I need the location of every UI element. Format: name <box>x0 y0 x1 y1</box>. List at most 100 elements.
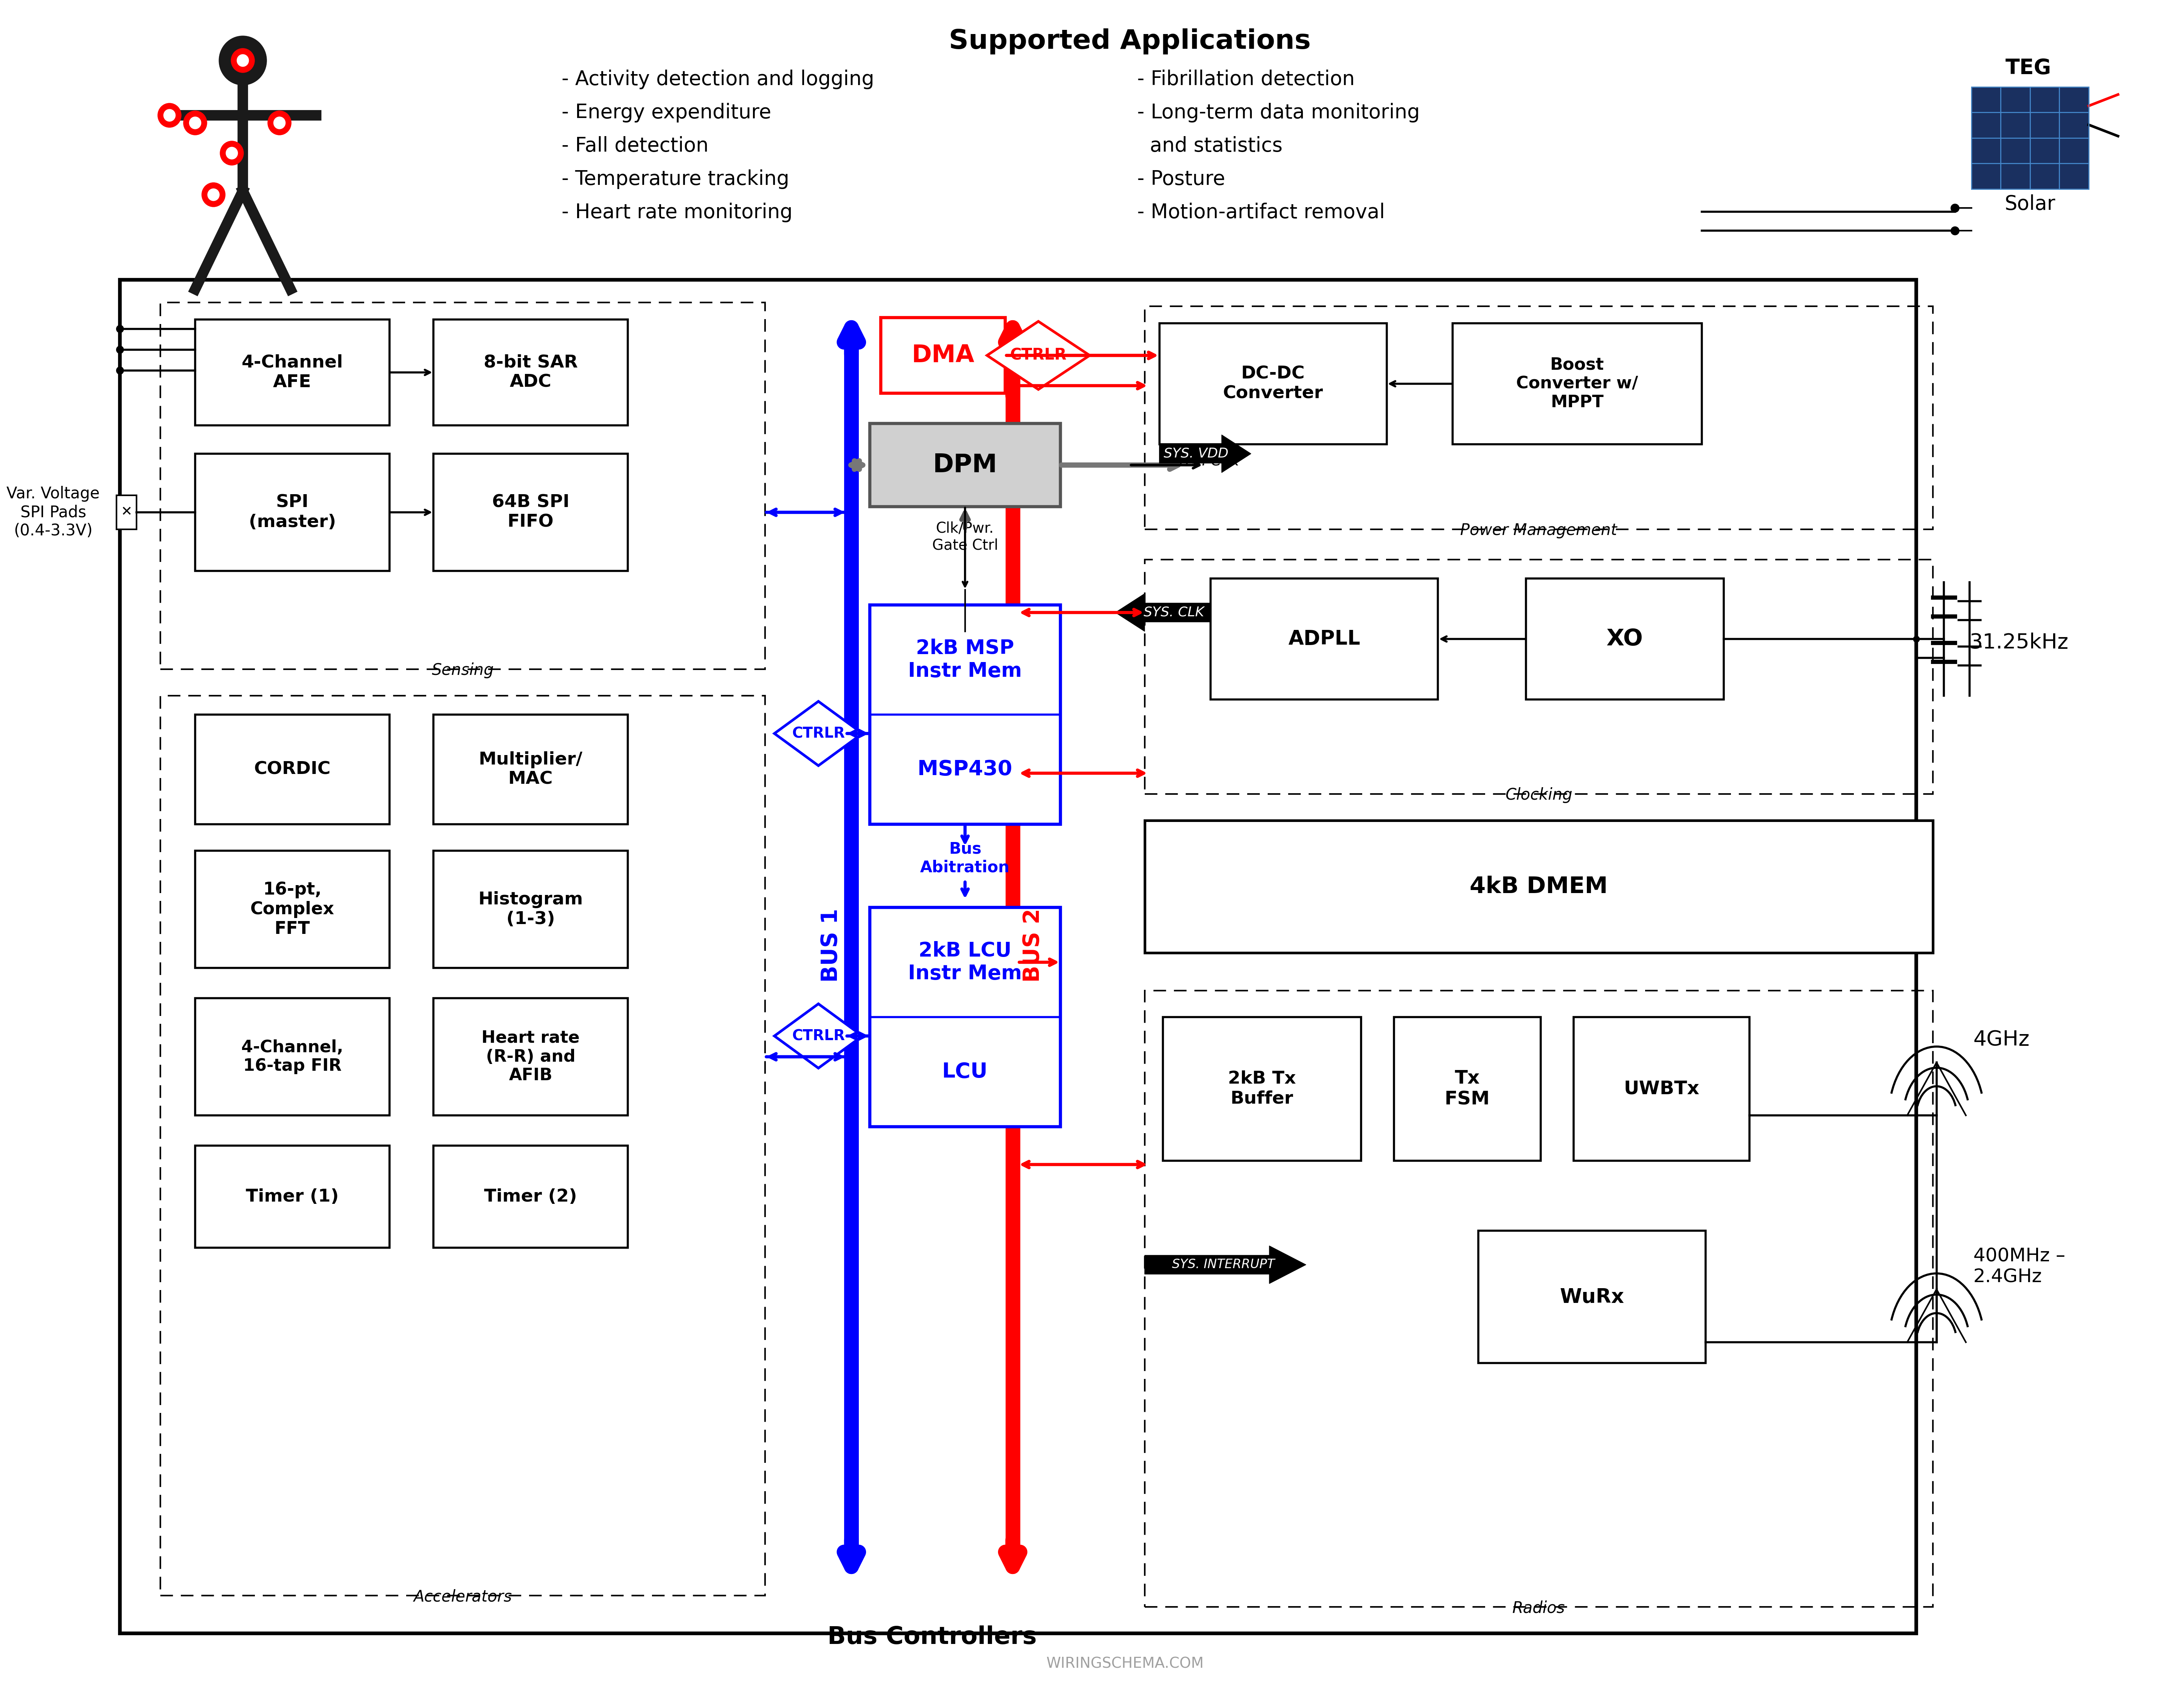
Text: Var. Voltage
SPI Pads
(0.4-3.3V): Var. Voltage SPI Pads (0.4-3.3V) <box>7 486 100 538</box>
Polygon shape <box>1144 1246 1306 1284</box>
Text: 16-pt,
Complex
FFT: 16-pt, Complex FFT <box>251 881 334 938</box>
Text: Heart rate
(R-R) and
AFIB: Heart rate (R-R) and AFIB <box>480 1030 579 1084</box>
Bar <box>194 319 389 425</box>
Circle shape <box>164 109 175 121</box>
Text: 400MHz –
2.4GHz: 400MHz – 2.4GHz <box>1972 1247 2066 1286</box>
Circle shape <box>207 188 218 200</box>
Text: and statistics: and statistics <box>1138 136 1282 156</box>
Bar <box>432 319 627 425</box>
Text: MSP430: MSP430 <box>917 760 1013 780</box>
Bar <box>1452 323 1701 444</box>
Text: Sensing: Sensing <box>432 662 494 679</box>
Text: Supported Applications: Supported Applications <box>950 29 1310 55</box>
Text: - Long-term data monitoring: - Long-term data monitoring <box>1138 103 1420 123</box>
Text: 4-Channel
AFE: 4-Channel AFE <box>242 355 343 390</box>
Polygon shape <box>775 1004 863 1067</box>
Bar <box>1144 306 1933 530</box>
Text: 4-Channel,
16-tap FIR: 4-Channel, 16-tap FIR <box>240 1039 343 1074</box>
Text: - Temperature tracking: - Temperature tracking <box>561 170 788 188</box>
Bar <box>869 424 1061 506</box>
Text: WIRINGSCHEMA.COM: WIRINGSCHEMA.COM <box>1046 1656 1203 1671</box>
Bar <box>194 1146 389 1247</box>
Bar <box>432 999 627 1116</box>
Text: 2kB Tx
Buffer: 2kB Tx Buffer <box>1227 1071 1295 1108</box>
Text: Clocking: Clocking <box>1505 787 1572 804</box>
Bar <box>432 454 627 572</box>
Text: TEG: TEG <box>2005 57 2051 79</box>
Bar <box>120 279 1915 1634</box>
Bar <box>869 908 1061 1126</box>
Bar <box>1144 560 1933 793</box>
Text: CTRLR: CTRLR <box>1009 348 1066 363</box>
Text: - Heart rate monitoring: - Heart rate monitoring <box>561 203 793 222</box>
Text: Bus Controllers: Bus Controllers <box>828 1626 1037 1649</box>
Bar <box>194 999 389 1116</box>
Text: Power Management: Power Management <box>1461 523 1616 538</box>
Bar <box>159 696 764 1595</box>
Bar <box>194 454 389 572</box>
Text: Accelerators: Accelerators <box>413 1589 511 1605</box>
Circle shape <box>116 346 124 353</box>
Circle shape <box>225 146 238 160</box>
Circle shape <box>157 103 181 128</box>
Text: WuRx: WuRx <box>1559 1288 1625 1306</box>
Text: CTRLR: CTRLR <box>793 726 845 741</box>
Text: BUS 2: BUS 2 <box>1022 908 1044 982</box>
Text: SYS. CLK: SYS. CLK <box>1144 607 1203 619</box>
Text: - Fibrillation detection: - Fibrillation detection <box>1138 69 1354 89</box>
Circle shape <box>190 118 201 129</box>
Text: - Energy expenditure: - Energy expenditure <box>561 103 771 123</box>
Text: 31.25kHz: 31.25kHz <box>1970 632 2068 652</box>
Text: 8-bit SAR
ADC: 8-bit SAR ADC <box>483 355 577 390</box>
Circle shape <box>183 111 207 134</box>
Bar <box>1972 87 2088 188</box>
Text: - Motion-artifact removal: - Motion-artifact removal <box>1138 203 1385 222</box>
Bar <box>432 1146 627 1247</box>
Text: ADPLL: ADPLL <box>1289 629 1361 649</box>
Text: Tx
FSM: Tx FSM <box>1444 1069 1489 1108</box>
Text: CORDIC: CORDIC <box>253 761 330 778</box>
Text: Radios: Radios <box>1511 1600 1566 1615</box>
Bar <box>116 496 135 530</box>
Polygon shape <box>775 701 863 765</box>
Text: Timer (1): Timer (1) <box>247 1188 339 1205</box>
Text: - Fall detection: - Fall detection <box>561 136 710 156</box>
Text: Histogram
(1-3): Histogram (1-3) <box>478 891 583 928</box>
Bar <box>194 851 389 968</box>
Bar <box>432 714 627 824</box>
Text: SYS. CLK: SYS. CLK <box>1175 454 1238 469</box>
Text: Clk/Pwr.
Gate Ctrl: Clk/Pwr. Gate Ctrl <box>933 521 998 553</box>
Bar <box>1479 1230 1706 1363</box>
Polygon shape <box>987 321 1090 390</box>
Text: Bus
Abitration: Bus Abitration <box>919 840 1009 876</box>
Circle shape <box>218 35 266 86</box>
Text: Timer (2): Timer (2) <box>485 1188 577 1205</box>
Text: UWBTx: UWBTx <box>1623 1079 1699 1098</box>
Bar <box>1575 1017 1749 1162</box>
Circle shape <box>273 118 286 129</box>
Text: Boost
Converter w/
MPPT: Boost Converter w/ MPPT <box>1516 356 1638 410</box>
Bar <box>1144 820 1933 953</box>
Circle shape <box>201 183 225 207</box>
Bar <box>432 851 627 968</box>
Text: 4GHz: 4GHz <box>1972 1029 2029 1051</box>
Text: SYS. INTERRUPT: SYS. INTERRUPT <box>1173 1259 1275 1271</box>
Text: - Posture: - Posture <box>1138 170 1225 188</box>
Bar <box>194 714 389 824</box>
Bar <box>1160 323 1387 444</box>
Text: DMA: DMA <box>911 343 974 366</box>
Polygon shape <box>1116 593 1210 632</box>
Text: DC-DC
Converter: DC-DC Converter <box>1223 365 1324 402</box>
Text: 2kB MSP
Instr Mem: 2kB MSP Instr Mem <box>909 639 1022 681</box>
Circle shape <box>232 49 256 72</box>
Bar <box>869 605 1061 824</box>
Text: - Activity detection and logging: - Activity detection and logging <box>561 69 874 89</box>
Text: DPM: DPM <box>933 452 998 477</box>
Text: Multiplier/
MAC: Multiplier/ MAC <box>478 751 583 788</box>
Bar <box>1164 1017 1361 1162</box>
Text: BUS 1: BUS 1 <box>821 908 843 982</box>
Bar <box>1144 990 1933 1607</box>
Text: ✕: ✕ <box>120 506 133 519</box>
Text: CTRLR: CTRLR <box>793 1029 845 1044</box>
Text: SPI
(master): SPI (master) <box>249 494 336 531</box>
